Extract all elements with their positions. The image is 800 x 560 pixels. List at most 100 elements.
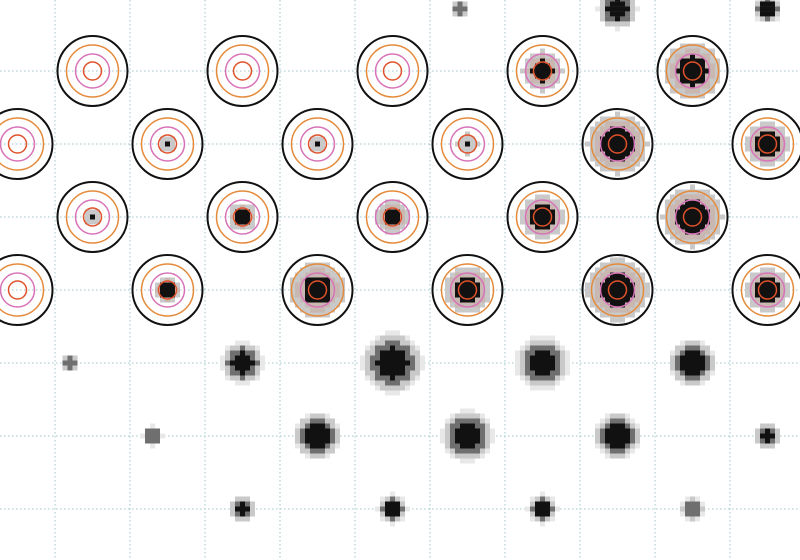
target-core-pixel — [615, 312, 620, 318]
blob-pixel — [525, 340, 530, 346]
target-core-pixel — [375, 214, 380, 220]
target-core-pixel — [685, 58, 690, 64]
target-core-pixel — [605, 121, 610, 127]
target-core-pixel — [670, 48, 675, 54]
blob-pixel — [610, 1, 615, 7]
target-core-pixel — [625, 146, 630, 152]
target-core-pixel — [530, 204, 535, 210]
ring-target — [0, 254, 54, 326]
blob-pixel — [550, 506, 555, 512]
blob-pixel — [530, 506, 535, 512]
blob-pixel — [550, 350, 555, 356]
blob-pixel — [630, 16, 635, 22]
target-orange-ring — [590, 263, 645, 317]
blob-pixel — [465, 423, 470, 429]
target-core-pixel — [610, 307, 615, 313]
target-core-pixel — [480, 272, 485, 278]
blob-pixel — [755, 438, 760, 444]
target-pink-ring — [74, 199, 111, 235]
blob-pixel — [560, 365, 565, 371]
target-core-pixel — [690, 239, 695, 245]
target-core-pixel — [710, 53, 715, 59]
target-core-pixel — [390, 224, 395, 230]
target-core-pixel — [615, 302, 620, 308]
target-core-pixel — [615, 287, 620, 293]
target-core-pixel — [635, 161, 640, 167]
target-core-pixel — [315, 272, 320, 278]
target-core-pixel — [400, 204, 405, 210]
blob-pixel — [385, 340, 390, 346]
pixel-blob — [755, 423, 780, 449]
blob-pixel — [325, 418, 330, 424]
blob-pixel — [610, 418, 615, 424]
ring-target — [356, 181, 429, 253]
blob-pixel — [455, 438, 460, 444]
ring-target — [0, 108, 54, 180]
target-core-pixel — [695, 53, 700, 59]
target-core-pixel — [690, 244, 695, 250]
blob-pixel — [595, 6, 600, 12]
target-core-pixel — [750, 277, 755, 283]
target-core-pixel — [605, 141, 610, 147]
target-core-pixel — [95, 214, 100, 220]
target-core-pixel — [445, 297, 450, 303]
blob-pixel — [315, 418, 320, 424]
target-core-pixel — [680, 199, 685, 205]
blob-pixel — [670, 350, 675, 356]
target-core-pixel — [630, 151, 635, 157]
pixel-blob — [295, 413, 340, 459]
blob-pixel — [625, 21, 630, 27]
target-core-pixel — [325, 297, 330, 303]
blob-pixel — [235, 370, 240, 376]
target-core-pixel — [770, 136, 775, 142]
target-core-pixel — [610, 292, 615, 298]
target-core-pixel — [550, 53, 555, 59]
blob-pixel — [310, 433, 315, 439]
blob-pixel — [480, 438, 485, 444]
blob-pixel — [545, 345, 550, 351]
target-pink-ring — [299, 126, 336, 162]
blob-pixel — [540, 501, 545, 507]
target-core-pixel — [775, 146, 780, 152]
blob-pixel — [565, 365, 570, 371]
blob-pixel — [675, 345, 680, 351]
blob-pixel — [220, 360, 225, 366]
target-core-pixel — [605, 146, 610, 152]
ring-target — [131, 254, 204, 326]
target-core-pixel — [685, 88, 690, 94]
blob-pixel — [385, 385, 390, 391]
target-core-pixel — [320, 277, 325, 283]
blob-pixel — [260, 360, 265, 366]
target-core-pixel — [775, 277, 780, 283]
target-core-pixel — [605, 282, 610, 288]
blob-pixel — [250, 501, 255, 507]
blob-pixel — [680, 340, 685, 346]
blob-pixel — [530, 501, 535, 507]
target-core-pixel — [585, 287, 590, 293]
target-core-pixel — [745, 287, 750, 293]
ring-target — [506, 181, 579, 253]
blob-pixel — [630, 443, 635, 449]
blob-pixel — [330, 433, 335, 439]
blob-pixel — [375, 375, 380, 381]
blob-pixel — [770, 1, 775, 7]
blob-pixel — [530, 335, 535, 341]
target-core-pixel — [765, 267, 770, 273]
target-core-pixel — [625, 116, 630, 122]
target-core-pixel — [690, 229, 695, 235]
target-core-pixel — [770, 292, 775, 298]
blob-pixel — [235, 506, 240, 512]
target-core-pixel — [630, 307, 635, 313]
target-core-pixel — [590, 302, 595, 308]
target-core-pixel — [695, 194, 700, 200]
target-core-pixel — [630, 302, 635, 308]
blob-pixel — [615, 11, 620, 17]
blob-pixel — [485, 448, 490, 454]
blob-pixel — [625, 438, 630, 444]
blob-pixel — [700, 360, 705, 366]
blob-pixel — [550, 345, 555, 351]
target-core-pixel — [600, 302, 605, 308]
target-core-pixel — [765, 136, 770, 142]
target-core-fill — [155, 277, 180, 303]
target-core-pixel — [630, 141, 635, 147]
